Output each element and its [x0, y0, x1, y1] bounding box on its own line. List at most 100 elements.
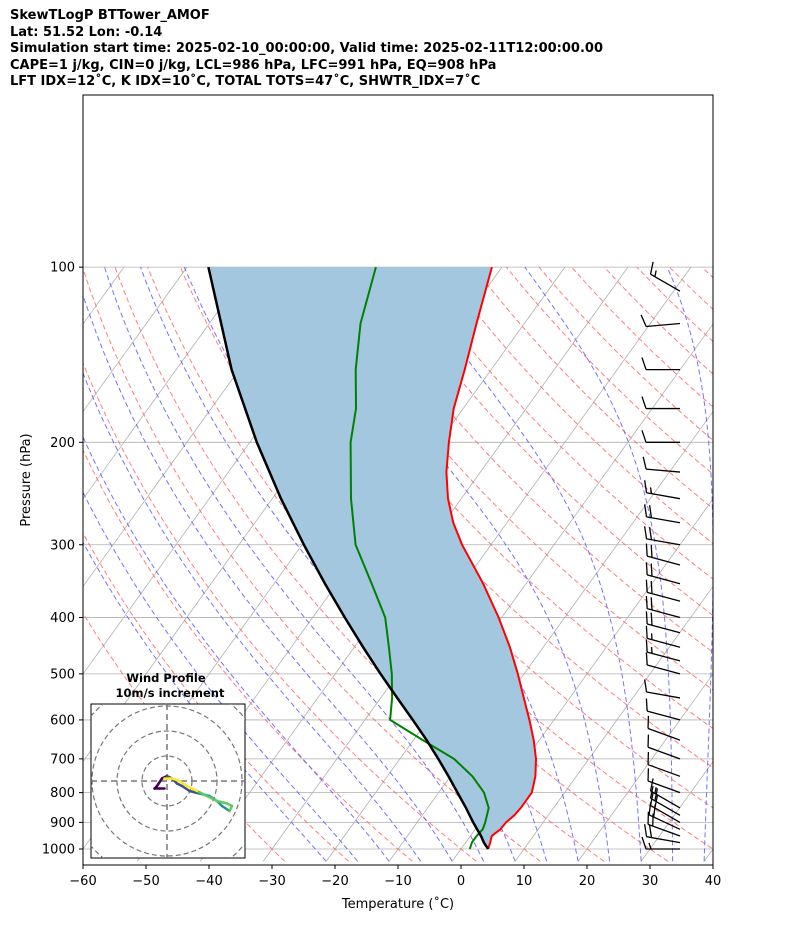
x-tick-label: −40 [195, 874, 222, 889]
x-tick-label: 10 [516, 874, 533, 889]
hodograph-segment [185, 784, 199, 793]
inset-title: Wind Profile [126, 671, 206, 685]
barb-flag [650, 597, 653, 610]
x-tick-label: 30 [642, 874, 659, 889]
y-tick-label: 200 [50, 436, 75, 451]
isotherm-line [83, 266, 188, 413]
isotherm-line [767, 267, 794, 861]
wind-barb [644, 526, 681, 546]
dry-adiabat [669, 266, 713, 311]
wind-barb [649, 778, 681, 809]
wind-barb [645, 543, 681, 566]
barb-staff [646, 468, 681, 473]
barb-flag [650, 544, 653, 558]
barb-flag [650, 612, 653, 626]
x-tick-label: −60 [69, 874, 96, 889]
x-tick-label: 0 [457, 874, 465, 889]
wind-barb [645, 652, 681, 675]
hodograph-segment [220, 804, 231, 813]
wind-barb [644, 824, 681, 844]
barb-flag [641, 357, 647, 370]
moist-adiabat [83, 293, 453, 862]
barb-staff [646, 538, 681, 546]
wind-barb [645, 562, 681, 585]
barb-flag [649, 778, 654, 792]
dry-adiabat [375, 266, 713, 617]
isotherm-line [262, 266, 692, 862]
moist-adiabat [666, 266, 713, 862]
barb-staff [646, 516, 681, 524]
wind-barbs [640, 261, 681, 850]
barb-staff [647, 823, 681, 837]
temperature-line [445, 266, 538, 850]
dry-adiabat [245, 266, 713, 769]
barb-flag [641, 836, 647, 850]
wind-barb [641, 396, 680, 410]
isotherm-line [640, 760, 713, 862]
barb-staff [647, 746, 681, 760]
dry-adiabat [212, 266, 713, 809]
moist-adiabat [104, 266, 485, 862]
hodograph-segment [188, 789, 201, 795]
barb-flag [644, 504, 648, 517]
isotherm-line [325, 323, 713, 862]
barb-flag [648, 824, 653, 838]
index-line: LFT IDX=12˚C, K IDX=10˚C, TOTAL TOTS=47˚… [10, 74, 481, 89]
barb-flag [645, 625, 648, 639]
isotherm-line [514, 585, 713, 862]
y-axis-label: Pressure (hPa) [19, 433, 34, 526]
barb-flag [649, 261, 654, 275]
wind-barb [641, 836, 680, 850]
barb-flag [645, 562, 648, 575]
dry-adiabat [571, 266, 713, 408]
barb-flag [644, 480, 648, 493]
wind-barb [640, 314, 681, 328]
dry-adiabat [636, 266, 713, 343]
x-tick-label: −10 [384, 874, 411, 889]
dry-adiabat [701, 266, 713, 279]
y-tick-label: 900 [50, 816, 75, 831]
barb-staff [648, 814, 681, 830]
parcel-line [207, 266, 490, 850]
x-axis-label: Temperature (˚C) [341, 896, 454, 912]
wind-barb [641, 430, 680, 443]
dry-adiabat [408, 266, 713, 580]
barb-staff [647, 764, 681, 777]
hodograph-segment [155, 777, 164, 788]
wind-barb [642, 456, 681, 473]
wind-barb [647, 811, 681, 837]
dry-adiabat [277, 266, 713, 730]
barb-flag [650, 563, 653, 577]
barb-staff [646, 637, 681, 648]
sounding-series [207, 266, 538, 850]
barb-staff [646, 574, 681, 585]
x-tick-label: 40 [705, 874, 722, 889]
barb-flag [645, 579, 648, 593]
y-tick-label: 700 [50, 752, 75, 767]
hodograph-segment [178, 779, 189, 788]
barb-staff [650, 797, 681, 816]
wind-barb [644, 480, 681, 500]
barb-staff [647, 780, 681, 794]
hodograph-segment [195, 789, 209, 798]
moist-adiabat [524, 266, 674, 862]
wind-barb [647, 768, 681, 794]
barb-flag [645, 639, 648, 653]
y-tick-label: 600 [50, 713, 75, 728]
y-tick-label: 500 [50, 667, 75, 682]
time-line: Simulation start time: 2025-02-10_00:00:… [10, 41, 603, 56]
x-tick-label: −30 [258, 874, 285, 889]
cape-line: CAPE=1 j/kg, CIN=0 j/kg, LCL=986 hPa, LF… [10, 57, 497, 73]
dry-adiabat [83, 449, 413, 862]
wind-barb [644, 504, 681, 524]
barb-staff [650, 273, 681, 292]
barb-flag [645, 543, 648, 557]
barb-half-flag [648, 842, 652, 850]
barb-staff [646, 623, 681, 634]
shaded-region [208, 267, 536, 850]
wind-barb [645, 625, 681, 648]
x-tick-label: −20 [321, 874, 348, 889]
hodograph-segment [170, 777, 181, 783]
y-tick-label: 1000 [42, 843, 75, 858]
